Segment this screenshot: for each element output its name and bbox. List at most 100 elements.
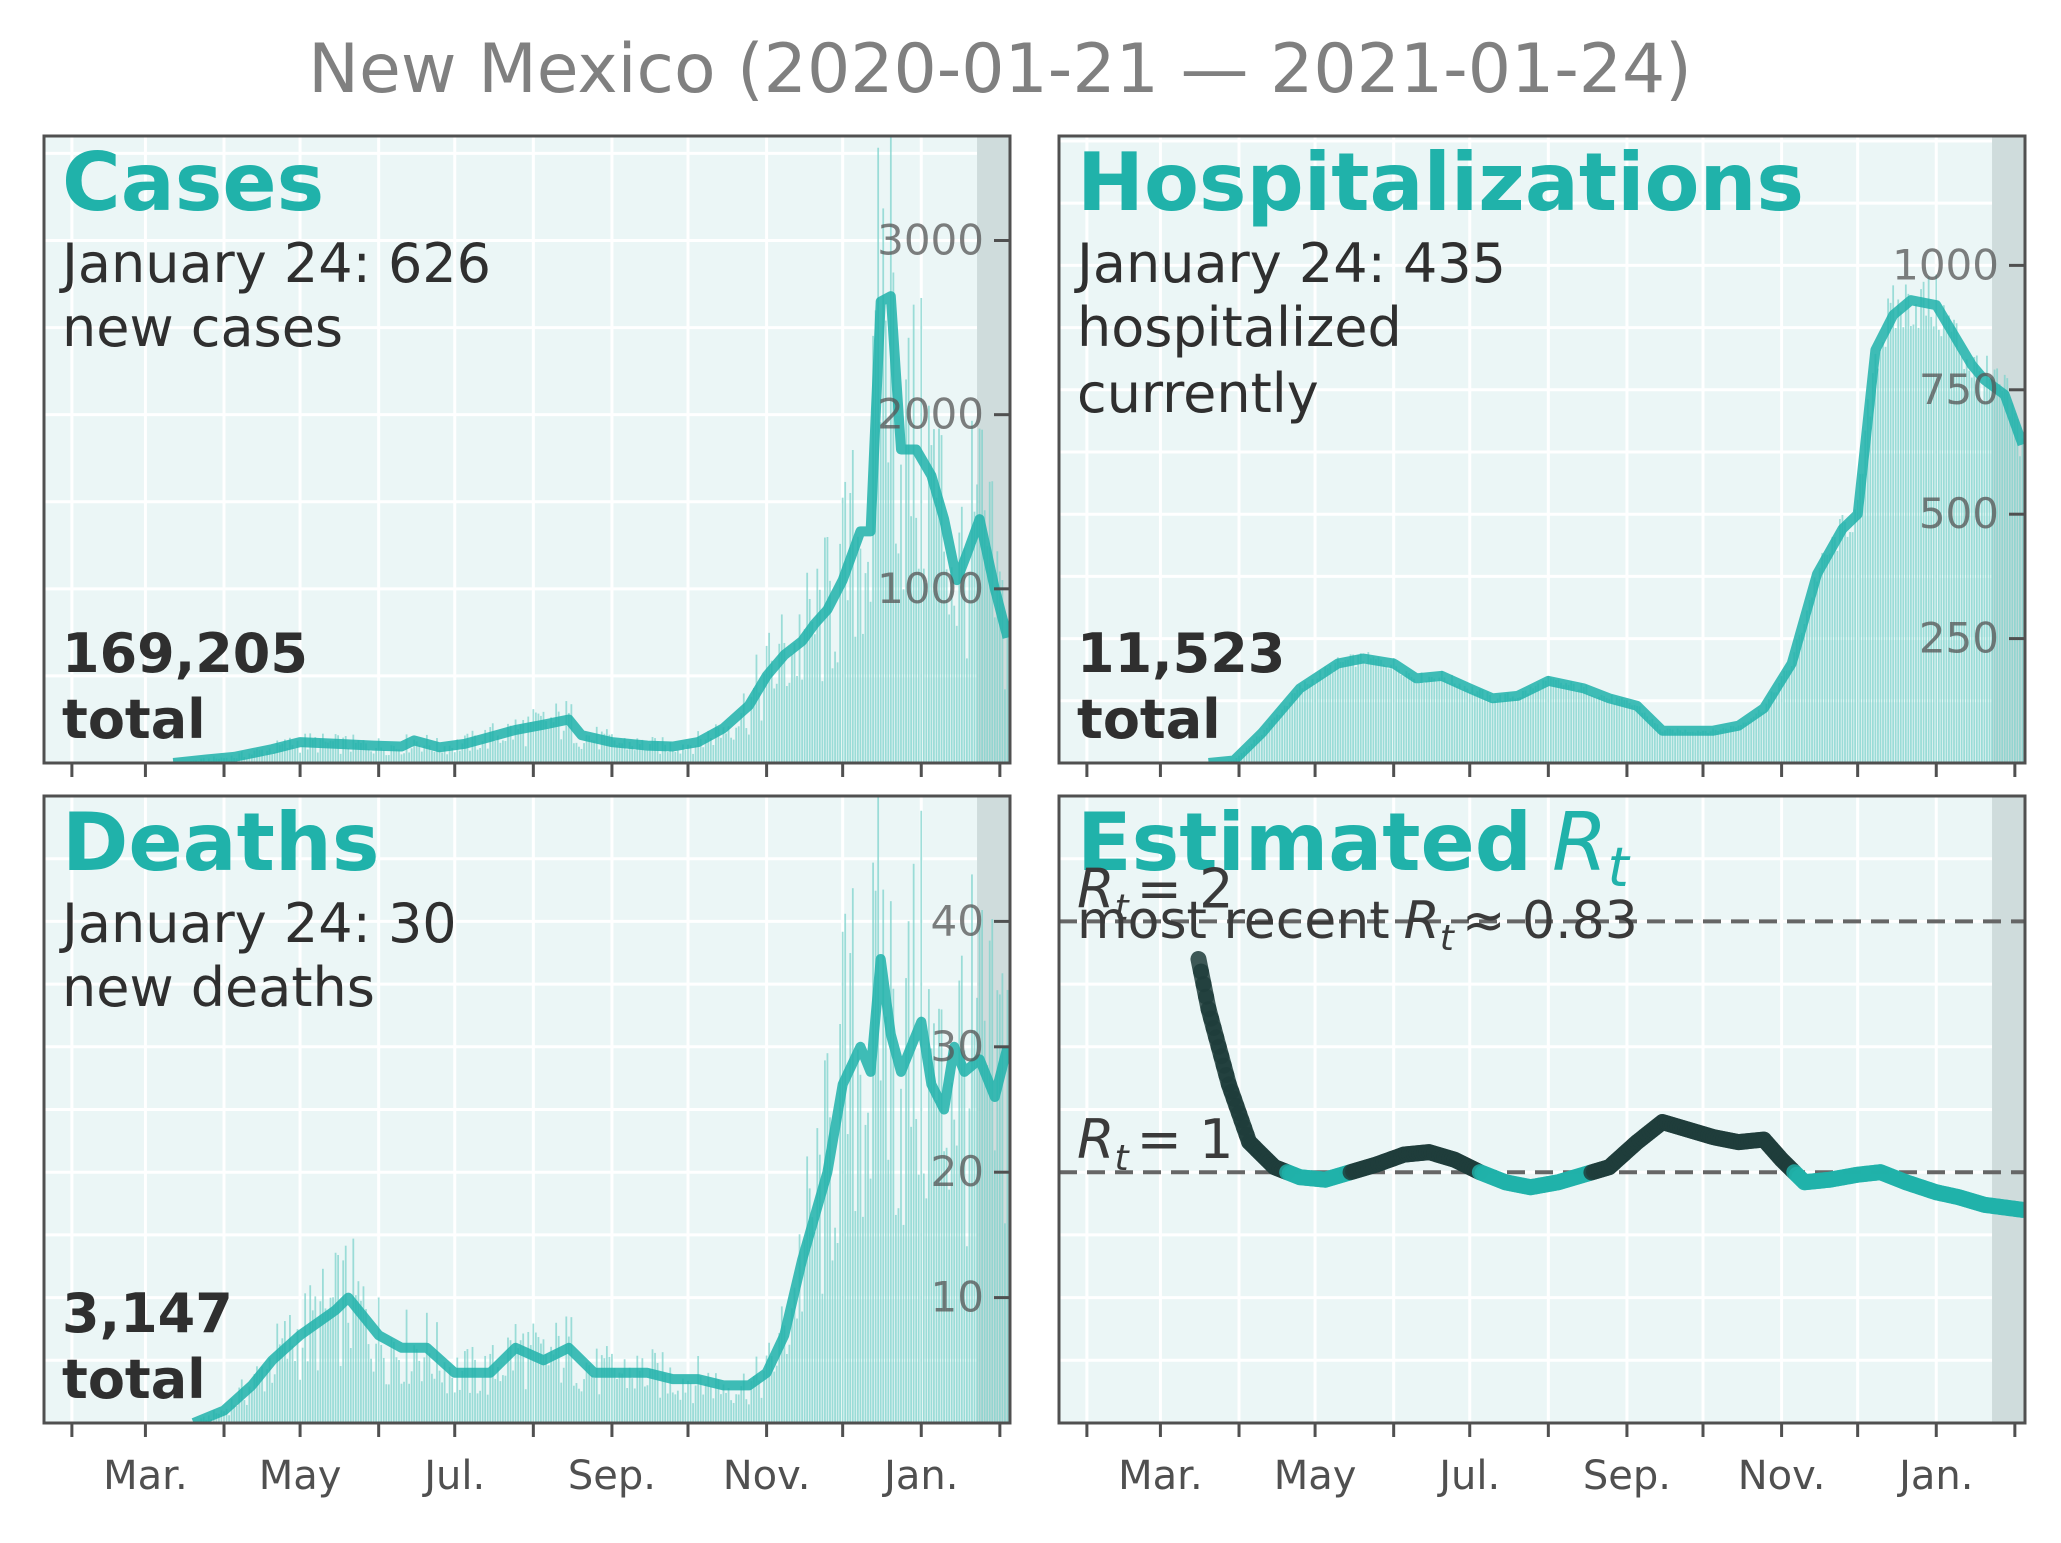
- hospitalizations-bar-145: [1425, 680, 1428, 763]
- hospitalizations-bar-235: [1653, 722, 1656, 763]
- hospitalizations-bar-374: [2006, 378, 2009, 763]
- hospitalizations-bar-365: [1983, 385, 1986, 763]
- deaths-bar-98: [291, 1345, 294, 1423]
- deaths-bar-171: [476, 1393, 479, 1423]
- cases-bar-263: [709, 737, 712, 763]
- cases-bar-137: [390, 745, 393, 763]
- cases-bar-255: [689, 745, 692, 763]
- rt-ref-label-1-subscript: t: [1115, 1138, 1131, 1179]
- rt-subtitle-word: most recent: [1077, 891, 1390, 951]
- hospitalizations-bar-81: [1263, 730, 1266, 763]
- deaths-bar-192: [529, 1345, 532, 1423]
- cases-bar-204: [560, 739, 563, 763]
- cases-bar-245: [664, 744, 667, 763]
- hospitalizations-bar-317: [1861, 473, 1864, 763]
- deaths-bar-216: [590, 1375, 593, 1423]
- hospitalizations-bar-305: [1831, 536, 1834, 763]
- hospitalizations-bar-99: [1309, 684, 1311, 763]
- cases-bar-318: [849, 493, 852, 763]
- cases-bar-269: [725, 733, 727, 763]
- deaths-bar-371: [983, 1020, 986, 1423]
- cases-bar-168: [469, 750, 471, 763]
- hospitalizations-bar-326: [1884, 346, 1887, 763]
- deaths-bar-210: [575, 1383, 578, 1423]
- rt-ref-label-1-text: = 1: [1137, 1108, 1234, 1171]
- deaths-bar-207: [567, 1336, 570, 1423]
- deaths-bar-117: [339, 1366, 342, 1423]
- hospitalizations-bar-257: [1709, 731, 1712, 763]
- deaths-bar-195: [537, 1337, 540, 1423]
- cases-bar-282: [758, 692, 760, 763]
- hospitalizations-bar-268: [1737, 725, 1740, 763]
- hospitalizations-bar-297: [1811, 597, 1813, 763]
- cases-bar-373: [988, 481, 991, 763]
- hospitalizations-subtitle-line3: currently: [1077, 362, 1319, 425]
- deaths-bar-140: [398, 1360, 400, 1423]
- cases-bar-87: [263, 755, 266, 763]
- deaths-bar-156: [438, 1370, 441, 1423]
- deaths-bar-317: [846, 1134, 849, 1423]
- cases-total-value: 169,205: [62, 622, 308, 685]
- deaths-bar-337: [897, 1208, 900, 1423]
- hospitalizations-bar-176: [1504, 693, 1507, 763]
- cases-bar-332: [884, 320, 887, 763]
- deaths-bar-145: [410, 1371, 413, 1423]
- hospitalizations-bar-133: [1395, 666, 1398, 763]
- hospitalizations-bar-197: [1557, 679, 1560, 763]
- cases-bar-96: [286, 748, 289, 763]
- deaths-bar-346: [920, 810, 923, 1423]
- cases-bar-186: [514, 719, 517, 763]
- deaths-bar-315: [841, 931, 844, 1423]
- deaths-bar-244: [661, 1352, 664, 1423]
- hospitalizations-bar-108: [1331, 672, 1334, 763]
- hospitalizations-bar-110: [1337, 657, 1339, 763]
- cases-bar-197: [542, 711, 545, 763]
- hospitalizations-bar-160: [1463, 685, 1466, 763]
- hospitalizations-bar-186: [1529, 686, 1532, 763]
- hospitalizations-bar-304: [1828, 553, 1831, 763]
- hospitalizations-bar-154: [1448, 683, 1451, 763]
- cases-bar-294: [788, 682, 791, 763]
- deaths-bar-366: [971, 874, 973, 1423]
- cases-bar-176: [489, 727, 492, 763]
- deaths-bar-205: [562, 1367, 565, 1423]
- deaths-bar-306: [818, 1154, 821, 1423]
- cases-bar-347: [922, 568, 925, 763]
- cases-bar-131: [375, 747, 378, 763]
- hospitalizations-bar-112: [1342, 661, 1344, 763]
- cases-bar-114: [332, 741, 334, 763]
- hospitalizations-bar-210: [1590, 695, 1593, 763]
- cases-bars: [174, 136, 1010, 763]
- deaths-subtitle-line2: new deaths: [62, 956, 375, 1019]
- cases-bar-194: [534, 712, 537, 763]
- hospitalizations-bar-143: [1420, 672, 1423, 763]
- cases-bar-231: [628, 741, 631, 763]
- cases-bar-272: [732, 739, 735, 763]
- cases-bar-103: [304, 733, 307, 763]
- cases-bar-95: [283, 739, 286, 763]
- hospitalizations-bar-185: [1527, 693, 1529, 763]
- hospitalizations-bar-214: [1600, 694, 1603, 763]
- cases-bar-320: [854, 636, 857, 763]
- hospitalizations-bar-348: [1940, 336, 1943, 763]
- deaths-bar-373: [988, 940, 991, 1423]
- hospitalizations-bar-75: [1248, 745, 1251, 763]
- deaths-bar-236: [641, 1358, 644, 1423]
- hospitalizations-bar-315: [1856, 499, 1859, 763]
- cases-bar-177: [491, 723, 494, 763]
- hospitalizations-bar-260: [1717, 731, 1720, 763]
- cases-bar-202: [555, 703, 558, 763]
- cases-subtitle-line2: new cases: [62, 296, 343, 359]
- cases-bar-309: [826, 537, 829, 763]
- cases-bar-165: [461, 743, 464, 763]
- cases-bar-214: [585, 735, 588, 763]
- hospitalizations-bar-149: [1435, 681, 1438, 763]
- hospitalizations-bar-144: [1423, 682, 1425, 763]
- cases-bar-190: [524, 746, 527, 763]
- deaths-bar-227: [618, 1372, 621, 1423]
- cases-line: [172, 291, 1010, 763]
- deaths-bar-248: [671, 1392, 674, 1423]
- hospitalizations-bar-168: [1484, 698, 1486, 763]
- cases-bar-352: [935, 497, 938, 763]
